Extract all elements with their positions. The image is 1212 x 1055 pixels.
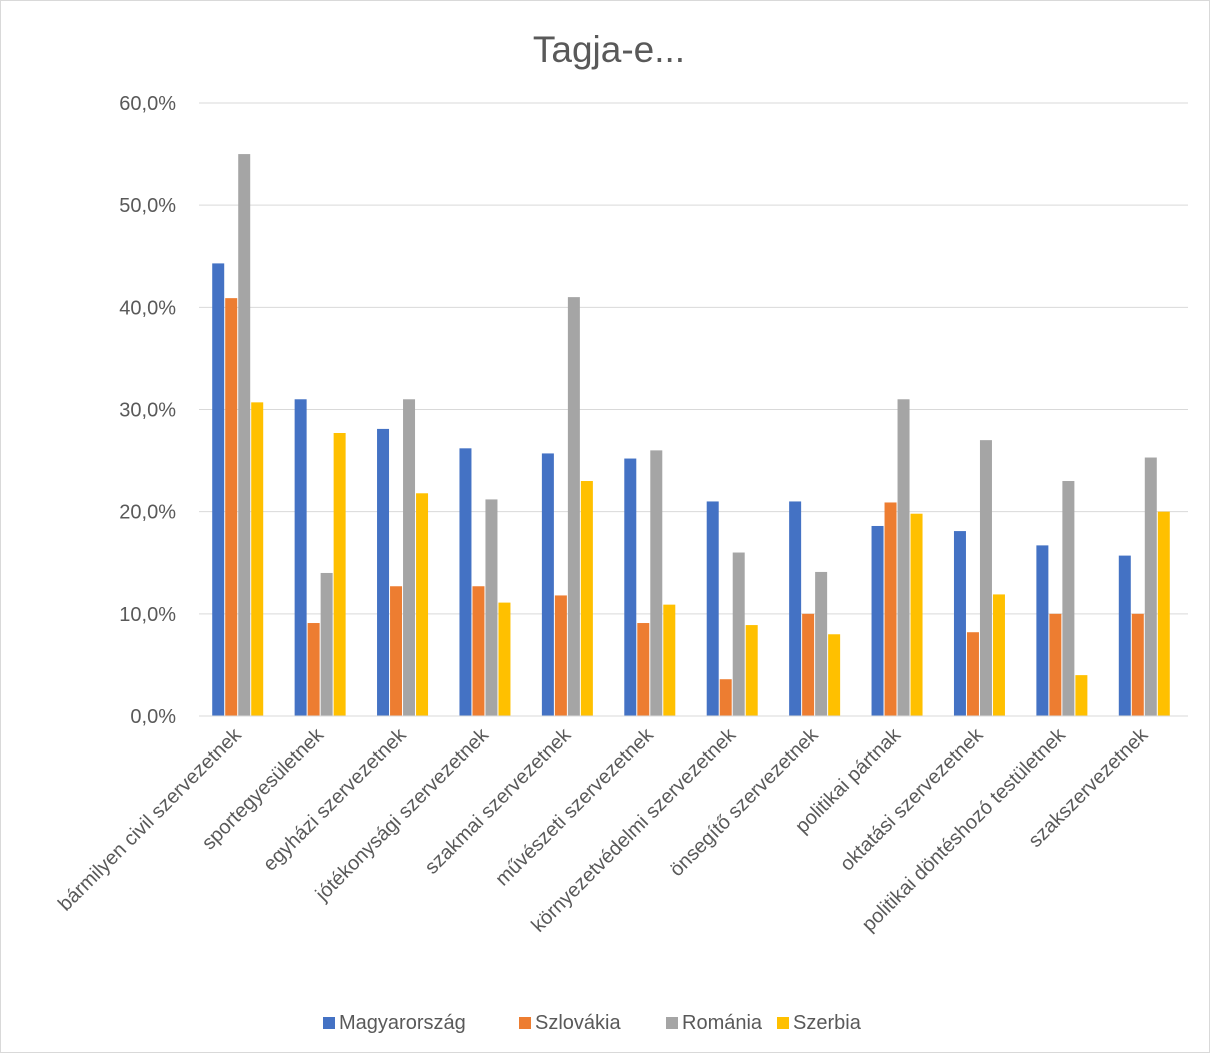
bar xyxy=(567,297,580,716)
bar xyxy=(966,632,979,716)
bar xyxy=(1131,613,1144,716)
bar xyxy=(580,481,593,716)
bar xyxy=(554,595,567,716)
gridlines xyxy=(199,102,1188,615)
y-tick-label: 50,0% xyxy=(119,195,176,217)
bar xyxy=(815,571,828,716)
bar xyxy=(871,525,884,716)
legend-swatch xyxy=(323,1017,335,1029)
bar xyxy=(541,453,554,716)
y-axis-tick-labels: 0,0% 10,0% 20,0% 30,0% 40,0% 50,0% 60,0% xyxy=(119,93,176,728)
bar xyxy=(485,499,498,716)
legend: Magyarország Szlovákia Románia Szerbia xyxy=(323,1012,862,1034)
bars xyxy=(212,154,1170,716)
bar xyxy=(377,428,390,716)
bar xyxy=(1049,613,1062,716)
bar xyxy=(992,594,1005,716)
bar xyxy=(706,501,719,716)
bar xyxy=(719,679,732,716)
bar xyxy=(320,572,333,716)
bar xyxy=(624,458,637,716)
bar xyxy=(897,399,910,716)
legend-label: Románia xyxy=(682,1012,763,1034)
bar xyxy=(663,604,676,716)
legend-label: Szlovákia xyxy=(535,1012,621,1034)
bar xyxy=(884,502,897,716)
bar xyxy=(910,513,923,716)
x-category-label: önsegítő szervezetnek xyxy=(666,723,824,881)
y-tick-label: 10,0% xyxy=(119,604,176,626)
y-tick-label: 30,0% xyxy=(119,400,176,422)
x-category-label: egyházi szervezetnek xyxy=(259,723,411,875)
bar xyxy=(238,154,251,716)
bar xyxy=(459,448,472,716)
bar xyxy=(333,433,346,716)
bar xyxy=(1075,675,1088,716)
x-category-label: művészeti szervezetnek xyxy=(491,723,658,890)
bar xyxy=(650,450,663,716)
legend-swatch xyxy=(777,1017,789,1029)
bar xyxy=(1144,457,1157,716)
bar xyxy=(953,531,966,716)
bar xyxy=(1118,555,1131,716)
y-tick-label: 40,0% xyxy=(119,297,176,319)
bar xyxy=(802,613,815,716)
x-category-label: oktatási szervezetnek xyxy=(836,723,988,875)
bar xyxy=(307,623,320,716)
bar xyxy=(498,602,511,716)
bar xyxy=(390,586,403,716)
legend-swatch xyxy=(519,1017,531,1029)
x-category-label: jótékonysági szervezetnek xyxy=(311,723,494,906)
x-category-label: szakmai szervezetnek xyxy=(421,723,576,878)
bar xyxy=(472,586,485,716)
bar xyxy=(789,501,802,716)
bar xyxy=(212,263,225,716)
bar xyxy=(251,402,264,716)
bar xyxy=(1036,545,1049,716)
bar xyxy=(1157,511,1170,716)
y-tick-label: 0,0% xyxy=(130,706,176,728)
legend-swatch xyxy=(666,1017,678,1029)
legend-label: Szerbia xyxy=(793,1012,862,1034)
bar xyxy=(1062,481,1075,716)
y-tick-label: 60,0% xyxy=(119,93,176,115)
x-axis-category-labels: bármilyen civil szervezetneksportegyesül… xyxy=(54,723,1153,937)
bar xyxy=(979,440,992,716)
bar xyxy=(745,625,758,716)
chart-title: Tagja-e... xyxy=(533,29,685,70)
y-tick-label: 20,0% xyxy=(119,502,176,524)
bar xyxy=(225,298,238,716)
bar xyxy=(732,552,745,716)
bar xyxy=(828,634,841,716)
bar xyxy=(294,399,307,716)
bar xyxy=(416,493,429,716)
bar xyxy=(403,399,416,716)
bar xyxy=(637,623,650,716)
legend-label: Magyarország xyxy=(339,1012,466,1034)
